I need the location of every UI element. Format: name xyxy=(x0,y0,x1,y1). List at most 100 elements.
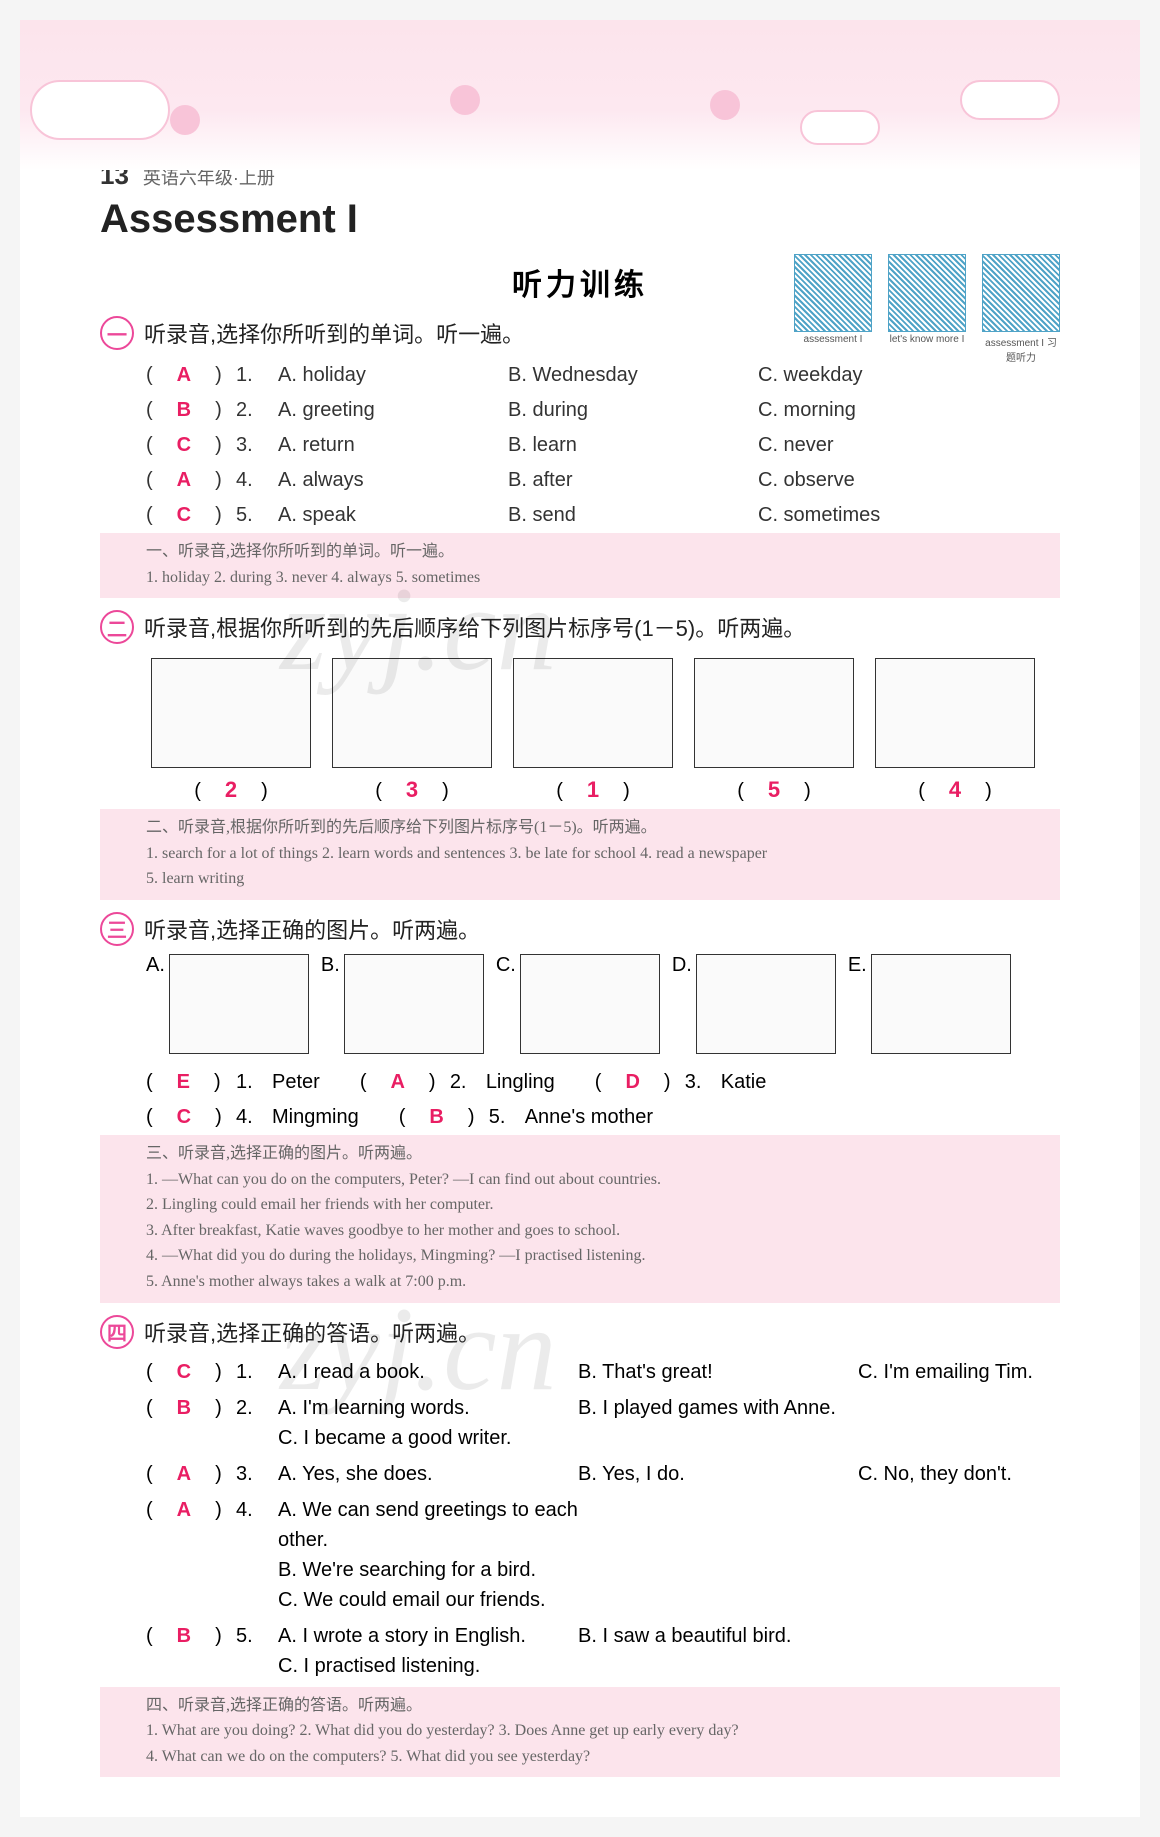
item-name: Lingling xyxy=(486,1071,555,1094)
option: B. I saw a beautiful bird. xyxy=(578,1621,858,1651)
option-image-placeholder xyxy=(520,954,660,1054)
picture-cell: ( 3 ) xyxy=(327,658,497,803)
item-number: 5. xyxy=(236,1621,278,1651)
option-b: B. after xyxy=(508,469,758,492)
option-cell: A. xyxy=(146,954,309,1059)
script-text: 1. search for a lot of things 2. learn w… xyxy=(146,841,1050,867)
section-title: 听录音,选择正确的答语。听两遍。 xyxy=(144,1316,480,1348)
option-c: C. never xyxy=(758,434,1060,457)
option-image-placeholder xyxy=(344,954,484,1054)
cloud-icon xyxy=(960,80,1060,120)
item-name: Peter xyxy=(272,1071,320,1094)
mc-item: ( C )3.A. returnB. learnC. never xyxy=(146,428,1060,457)
answer-paren: ( B ) xyxy=(146,1393,236,1423)
moon-icon xyxy=(450,85,480,115)
option: B. That's great! xyxy=(578,1357,858,1387)
script-line: 1. —What can you do on the computers, Pe… xyxy=(146,1167,1050,1193)
answer-paren: ( E ) xyxy=(146,1065,236,1094)
mc-item: ( C )5.A. speakB. sendC. sometimes xyxy=(146,498,1060,527)
option-row: A.B.C.D.E. xyxy=(146,954,1040,1059)
item-number: 1. xyxy=(236,364,278,387)
option-a: A. holiday xyxy=(278,364,508,387)
section-head: 二 听录音,根据你所听到的先后顺序给下列图片标序号(1－5)。听两遍。 xyxy=(100,610,1060,644)
answer-paren: ( B ) xyxy=(146,393,236,422)
option-b: B. during xyxy=(508,399,758,422)
item-name: Anne's mother xyxy=(525,1106,653,1129)
q4-line: ( C )1.A. I read a book.B. That's great!… xyxy=(146,1357,1060,1387)
script-strip: 二、听录音,根据你所听到的先后顺序给下列图片标序号(1－5)。听两遍。 1. s… xyxy=(100,809,1060,900)
section-2: 二 听录音,根据你所听到的先后顺序给下列图片标序号(1－5)。听两遍。 ( 2 … xyxy=(100,610,1060,900)
answer-item: ( E )1.Peter xyxy=(146,1065,320,1094)
option: A. We can send greetings to each other. xyxy=(278,1495,578,1555)
item-number: 2. xyxy=(450,1071,486,1094)
answer-paren: ( C ) xyxy=(146,1357,236,1387)
item-number: 3. xyxy=(236,434,278,457)
q4-item: ( C )1.A. I read a book.B. That's great!… xyxy=(146,1357,1060,1387)
qr-code: assessment I 习题听力 xyxy=(982,254,1060,364)
answer-item: ( A )2.Lingling xyxy=(360,1065,555,1094)
item-number: 1. xyxy=(236,1357,278,1387)
mc-item: ( B )2.A. greetingB. duringC. morning xyxy=(146,393,1060,422)
answer-item: ( D )3.Katie xyxy=(595,1065,767,1094)
script-text: 5. learn writing xyxy=(146,866,1050,892)
answer-paren: ( C ) xyxy=(146,498,236,527)
option-label: A. xyxy=(146,954,165,977)
q4-line: C. I practised listening. xyxy=(278,1651,1060,1681)
section-3: 三 听录音,选择正确的图片。听两遍。 A.B.C.D.E. ( E )1.Pet… xyxy=(100,912,1060,1303)
mc-item: ( A )4.A. alwaysB. afterC. observe xyxy=(146,463,1060,492)
qr-caption: assessment I xyxy=(794,334,872,345)
header-decoration xyxy=(20,20,1140,170)
script-line: 1. What are you doing? 2. What did you d… xyxy=(146,1718,1050,1744)
option-a: A. speak xyxy=(278,504,508,527)
answer-row: ( E )1.Peter ( A )2.Lingling ( D )3.Katie xyxy=(146,1065,1060,1094)
answer-paren: ( A ) xyxy=(146,1459,236,1489)
answer-paren: ( B ) xyxy=(146,1621,236,1651)
qr-caption: assessment I 习题听力 xyxy=(982,334,1060,364)
q4-line: ( B )2.A. I'm learning words.B. I played… xyxy=(146,1393,1060,1423)
option-image-placeholder xyxy=(871,954,1011,1054)
option-a: A. always xyxy=(278,469,508,492)
q4-list: ( C )1.A. I read a book.B. That's great!… xyxy=(146,1357,1060,1681)
option: A. I'm learning words. xyxy=(278,1393,578,1423)
item-number: 4. xyxy=(236,1495,278,1525)
q4-item: ( B )5.A. I wrote a story in English.B. … xyxy=(146,1621,1060,1681)
q4-item: ( A )4.A. We can send greetings to each … xyxy=(146,1495,1060,1615)
script-line: 4. —What did you do during the holidays,… xyxy=(146,1243,1050,1269)
script-line: 4. What can we do on the computers? 5. W… xyxy=(146,1744,1050,1770)
script-title: 二、听录音,根据你所听到的先后顺序给下列图片标序号(1－5)。听两遍。 xyxy=(146,815,1050,841)
section-badge: 一 xyxy=(100,316,134,350)
item-number: 5. xyxy=(236,504,278,527)
picture-placeholder xyxy=(875,658,1035,768)
q4-item: ( B )2.A. I'm learning words.B. I played… xyxy=(146,1393,1060,1453)
option: C. No, they don't. xyxy=(858,1459,1060,1489)
answer-paren: ( A ) xyxy=(360,1065,450,1094)
q4-line: C. We could email our friends. xyxy=(278,1585,1060,1615)
option: B. I played games with Anne. xyxy=(578,1393,858,1423)
option-cell: D. xyxy=(672,954,836,1059)
listening-heading: 听力训练 xyxy=(512,260,648,304)
answer-item: ( B )5.Anne's mother xyxy=(399,1100,653,1129)
section-title: 听录音,选择正确的图片。听两遍。 xyxy=(144,913,480,945)
picture-answer: ( 4 ) xyxy=(870,774,1040,803)
script-lines: 1. —What can you do on the computers, Pe… xyxy=(146,1167,1050,1295)
option-c: C. observe xyxy=(758,469,1060,492)
answer-item: ( C )4.Mingming xyxy=(146,1100,359,1129)
picture-cell: ( 2 ) xyxy=(146,658,316,803)
answer-row: ( C )4.Mingming ( B )5.Anne's mother xyxy=(146,1100,1060,1129)
picture-answer: ( 3 ) xyxy=(327,774,497,803)
script-lines: 1. What are you doing? 2. What did you d… xyxy=(146,1718,1050,1769)
moon-icon xyxy=(170,105,200,135)
option: A. Yes, she does. xyxy=(278,1459,578,1489)
section-badge: 四 xyxy=(100,1315,134,1349)
script-title: 三、听录音,选择正确的图片。听两遍。 xyxy=(146,1141,1050,1167)
option: C. I'm emailing Tim. xyxy=(858,1357,1060,1387)
script-strip: 三、听录音,选择正确的图片。听两遍。 1. —What can you do o… xyxy=(100,1135,1060,1303)
item-name: Katie xyxy=(721,1071,767,1094)
option-image-placeholder xyxy=(696,954,836,1054)
moon-icon xyxy=(710,90,740,120)
option-a: A. return xyxy=(278,434,508,457)
q4-line: ( A )4.A. We can send greetings to each … xyxy=(146,1495,1060,1555)
option-c: C. morning xyxy=(758,399,1060,422)
mc-list: ( A )1.A. holidayB. WednesdayC. weekday(… xyxy=(146,358,1060,527)
option: C. I practised listening. xyxy=(278,1651,578,1681)
